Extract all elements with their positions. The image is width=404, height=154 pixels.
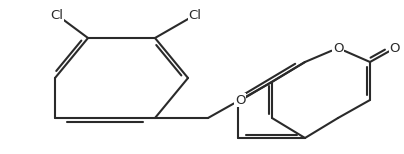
Text: O: O [390, 41, 400, 55]
Text: Cl: Cl [189, 8, 202, 22]
Text: O: O [235, 93, 245, 107]
Text: O: O [333, 41, 343, 55]
Text: Cl: Cl [50, 8, 63, 22]
